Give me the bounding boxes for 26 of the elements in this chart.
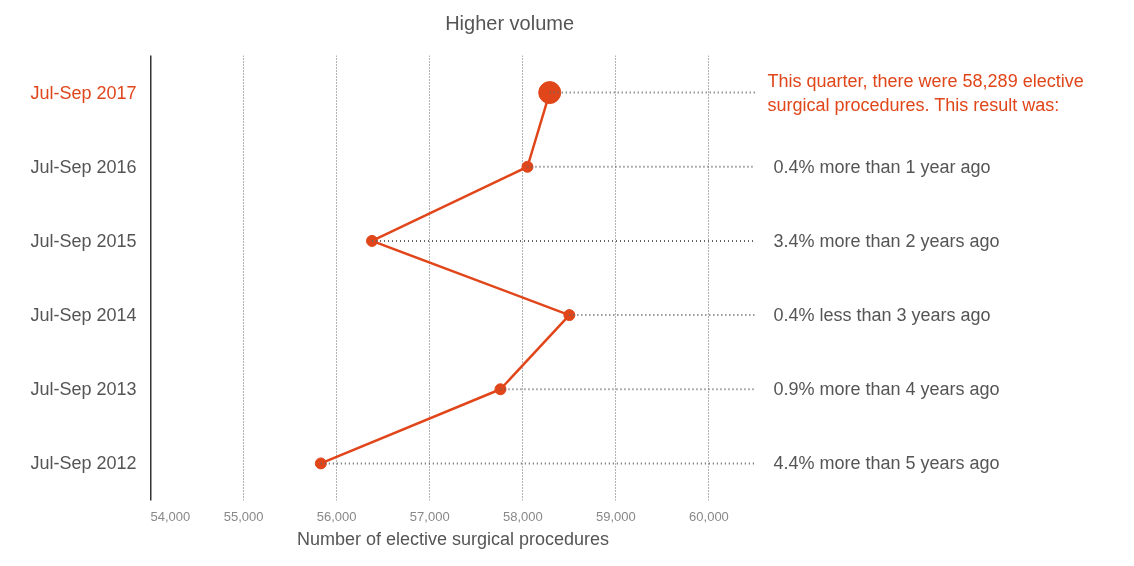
y-tick-label: Jul-Sep 2014 [30, 305, 137, 326]
annotation: 3.4% more than 2 years ago [773, 230, 1000, 251]
x-tick-label: 54,000 [150, 508, 191, 524]
annotation: 0.9% more than 4 years ago [773, 379, 1000, 400]
x-tick-label: 59,000 [596, 508, 636, 524]
x-tick-label: 58,000 [502, 508, 543, 524]
annotation: This quarter, there were 58,289 elective surgical procedures. This result was: [767, 70, 1084, 115]
text: Higher volume [445, 11, 575, 34]
point [494, 383, 507, 396]
annotation: 0.4% less than 3 years ago [773, 305, 991, 326]
annotation: 0.4% more than 1 year ago [773, 156, 991, 177]
point [366, 234, 379, 247]
x-tick-label: 56,000 [316, 508, 357, 524]
x-tick-label: 55,000 [223, 508, 264, 524]
y-tick-label: Jul-Sep 2013 [30, 379, 137, 400]
y-tick-label: Jul-Sep 2012 [30, 453, 137, 474]
point [563, 309, 576, 322]
x-axis-title: Number of elective surgical procedures [296, 528, 610, 549]
annotation: 4.4% more than 5 years ago [773, 453, 1000, 474]
x-tick-label: 57,000 [409, 508, 450, 524]
point [521, 160, 534, 173]
y-tick-label: Jul-Sep 2015 [30, 230, 137, 251]
y-tick-label: Jul-Sep 2017 [30, 82, 137, 103]
y-tick-label: Jul-Sep 2016 [30, 156, 137, 177]
point [314, 457, 327, 470]
x-tick-label: 60,000 [689, 508, 729, 524]
